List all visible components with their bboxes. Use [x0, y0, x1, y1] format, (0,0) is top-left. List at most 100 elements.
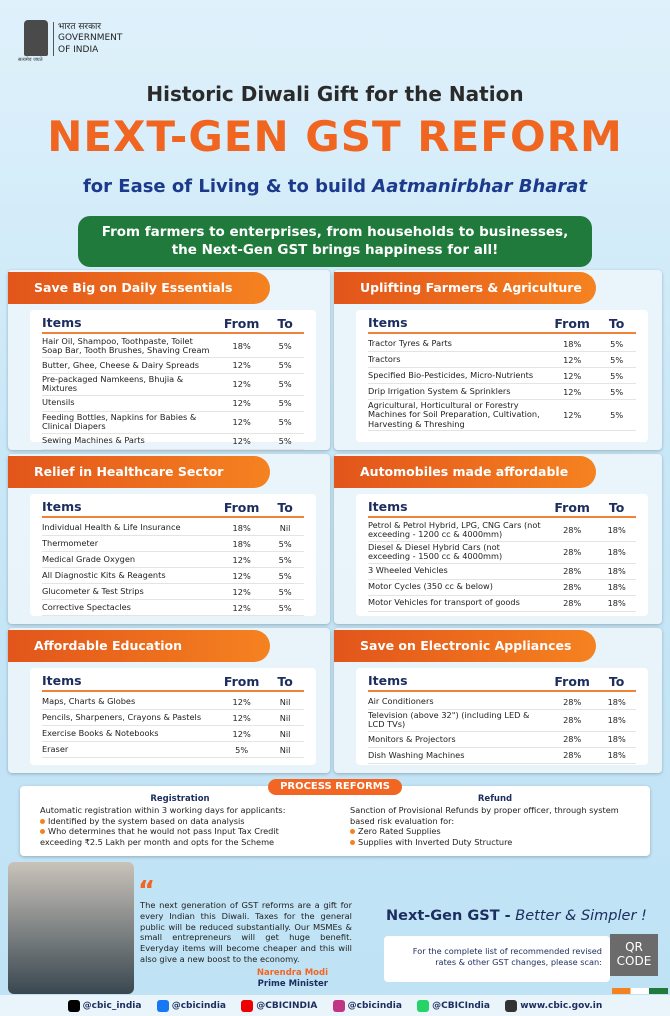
rate-cell: 12% — [232, 696, 251, 707]
column-header: To — [608, 673, 625, 689]
refund-column: Refund Sanction of Provisional Refunds by… — [350, 794, 640, 848]
subtitle-emphasis: Aatmanirbhar Bharat — [372, 176, 588, 197]
table-row: Individual Health & Life Insurance 18% Nil — [42, 520, 304, 536]
social-handle: www.cbic.gov.in — [505, 999, 603, 1012]
table-row: Specified Bio-Pesticides, Micro-Nutrient… — [368, 368, 636, 384]
rate-table: Items From To Hair Oil, Shampoo, Toothpaste… — [30, 310, 316, 450]
social-icon — [332, 999, 345, 1012]
item-cell: Sewing Machines & Parts — [42, 435, 145, 446]
column-header: From — [554, 499, 590, 515]
rate-cell: 12% — [232, 586, 251, 597]
column-header: From — [554, 315, 590, 331]
social-icon — [505, 999, 518, 1012]
scan-note: For the complete list of recommended rev… — [384, 936, 610, 982]
item-cell: Feeding Bottles, Napkins for Babies & Cl… — [42, 411, 197, 432]
item-cell: Tractors — [368, 353, 401, 364]
tagline-emph: Better & Simpler ! — [515, 908, 647, 924]
table-header: Items From To — [42, 498, 304, 518]
item-cell: Maps, Charts & Globes — [42, 695, 136, 706]
rate-table: Items From To Maps, Charts & Globes 12% Nil Pe… — [30, 668, 316, 765]
gov-en: GOVERNMENT — [58, 33, 123, 44]
table-row: Diesel & Diesel Hybrid Cars (not exceedi… — [368, 542, 636, 564]
column-header: From — [223, 499, 260, 515]
social-text: @CBICIndia — [432, 1000, 490, 1011]
rate-cell: 5% — [278, 341, 292, 352]
table-row: Feeding Bottles, Napkins for Babies & Cl… — [42, 412, 304, 434]
table-row: Drip Irrigation System & Sprinklers 12% 5% — [368, 384, 636, 400]
item-cell: Monitors & Projectors — [368, 733, 456, 744]
subtitle-prefix: for Ease of Living & to build — [82, 176, 367, 197]
social-bar: @cbic_india @cbicindia @CBICINDIA @cbicindi… — [0, 995, 670, 1016]
table-row: Pencils, Sharpeners, Crayons & Pastels 12… — [42, 710, 304, 726]
table-row: Tractors 12% 5% — [368, 352, 636, 368]
quote-mark: “ — [138, 876, 156, 906]
rate-table: Items From To Air Conditioners 28% 18% Televis… — [356, 668, 648, 765]
rate-cell: 5% — [278, 379, 292, 390]
rate-cell: 5% — [610, 370, 624, 381]
rate-cell: 18% — [563, 338, 582, 349]
rate-table: Items From To Petrol & Petrol Hybrid, LPG, … — [356, 494, 648, 616]
rate-table: Items From To Tractor Tyres & Parts 18% 5% Tra… — [356, 310, 648, 442]
rate-cell: 5% — [610, 386, 624, 397]
social-text: www.cbic.gov.in — [520, 1000, 603, 1011]
rate-cell: Nil — [279, 744, 291, 755]
social-icon — [156, 999, 169, 1012]
table-row: Television (above 32") (including LED & … — [368, 710, 636, 732]
item-cell: 3 Wheeled Vehicles — [368, 565, 448, 576]
rate-cell: 12% — [232, 602, 251, 613]
table-row: Pre-packaged Namkeens, Bhujia & Mixtures… — [42, 374, 304, 396]
rate-cell: 5% — [235, 744, 249, 755]
section-card: Affordable Education Items From To Maps, Cha… — [8, 628, 330, 773]
table-row: Exercise Books & Notebooks 12% Nil — [42, 726, 304, 742]
rate-cell: 28% — [563, 582, 582, 593]
item-cell: Thermometer — [42, 537, 99, 548]
item-cell: Exercise Books & Notebooks — [42, 727, 159, 738]
qr-code: QR CODE — [610, 934, 658, 976]
table-row: Butter, Ghee, Cheese & Dairy Spreads 12% 5… — [42, 358, 304, 374]
section-title: Affordable Education — [8, 630, 270, 662]
social-text: @cbic_india — [82, 1000, 142, 1011]
rate-cell: 5% — [610, 410, 624, 421]
rate-cell: 18% — [607, 525, 626, 536]
column-header: Items — [368, 314, 408, 330]
rate-cell: 18% — [607, 582, 626, 593]
item-cell: Glucometer & Test Strips — [42, 585, 144, 596]
table-row: Utensils 12% 5% — [42, 396, 304, 412]
table-row: 3 Wheeled Vehicles 28% 18% — [368, 564, 636, 580]
rate-cell: Nil — [279, 712, 291, 723]
subtitle: for Ease of Living & to build Aatmanirbh… — [0, 176, 670, 197]
column-header: Items — [42, 314, 82, 330]
item-cell: Air Conditioners — [368, 695, 434, 706]
gov-logo-text: भारत सरकार GOVERNMENT OF INDIA — [53, 22, 122, 56]
social-text: @CBICINDIA — [256, 1000, 318, 1011]
rate-cell: 28% — [563, 696, 582, 707]
rate-cell: Nil — [279, 696, 291, 707]
table-row: Thermometer 18% 5% — [42, 536, 304, 552]
rate-cell: 18% — [607, 547, 626, 558]
rate-cell: 18% — [607, 734, 626, 745]
column-header: From — [554, 673, 590, 689]
item-cell: Petrol & Petrol Hybrid, LPG, CNG Cars (n… — [368, 520, 541, 540]
item-cell: Motor Vehicles for transport of goods — [368, 597, 520, 608]
flag-strip — [612, 988, 668, 994]
item-cell: Diesel & Diesel Hybrid Cars (not exceedi… — [368, 541, 503, 562]
section-title: Save on Electronic Appliances — [334, 630, 596, 662]
social-icon — [67, 999, 80, 1012]
table-row: Medical Grade Oxygen 12% 5% — [42, 552, 304, 568]
item-cell: Medical Grade Oxygen — [42, 553, 136, 564]
social-handle: @cbic_india — [67, 999, 142, 1012]
item-cell: Television (above 32") (including LED & … — [368, 710, 530, 730]
rate-cell: 28% — [563, 566, 582, 577]
item-cell: Corrective Spectacles — [42, 601, 131, 612]
table-row: Agricultural, Horticultural or Forestry … — [368, 400, 636, 432]
banner-line: the Next-Gen GST brings happiness for al… — [171, 241, 499, 258]
rate-cell: 28% — [563, 715, 582, 726]
rate-cell: 12% — [232, 360, 251, 371]
rate-cell: 12% — [232, 570, 251, 581]
social-icon — [241, 999, 254, 1012]
column-header: Items — [368, 672, 408, 688]
rate-cell: 28% — [563, 750, 582, 761]
table-header: Items From To — [368, 672, 636, 692]
social-handle: @CBICINDIA — [241, 999, 318, 1012]
